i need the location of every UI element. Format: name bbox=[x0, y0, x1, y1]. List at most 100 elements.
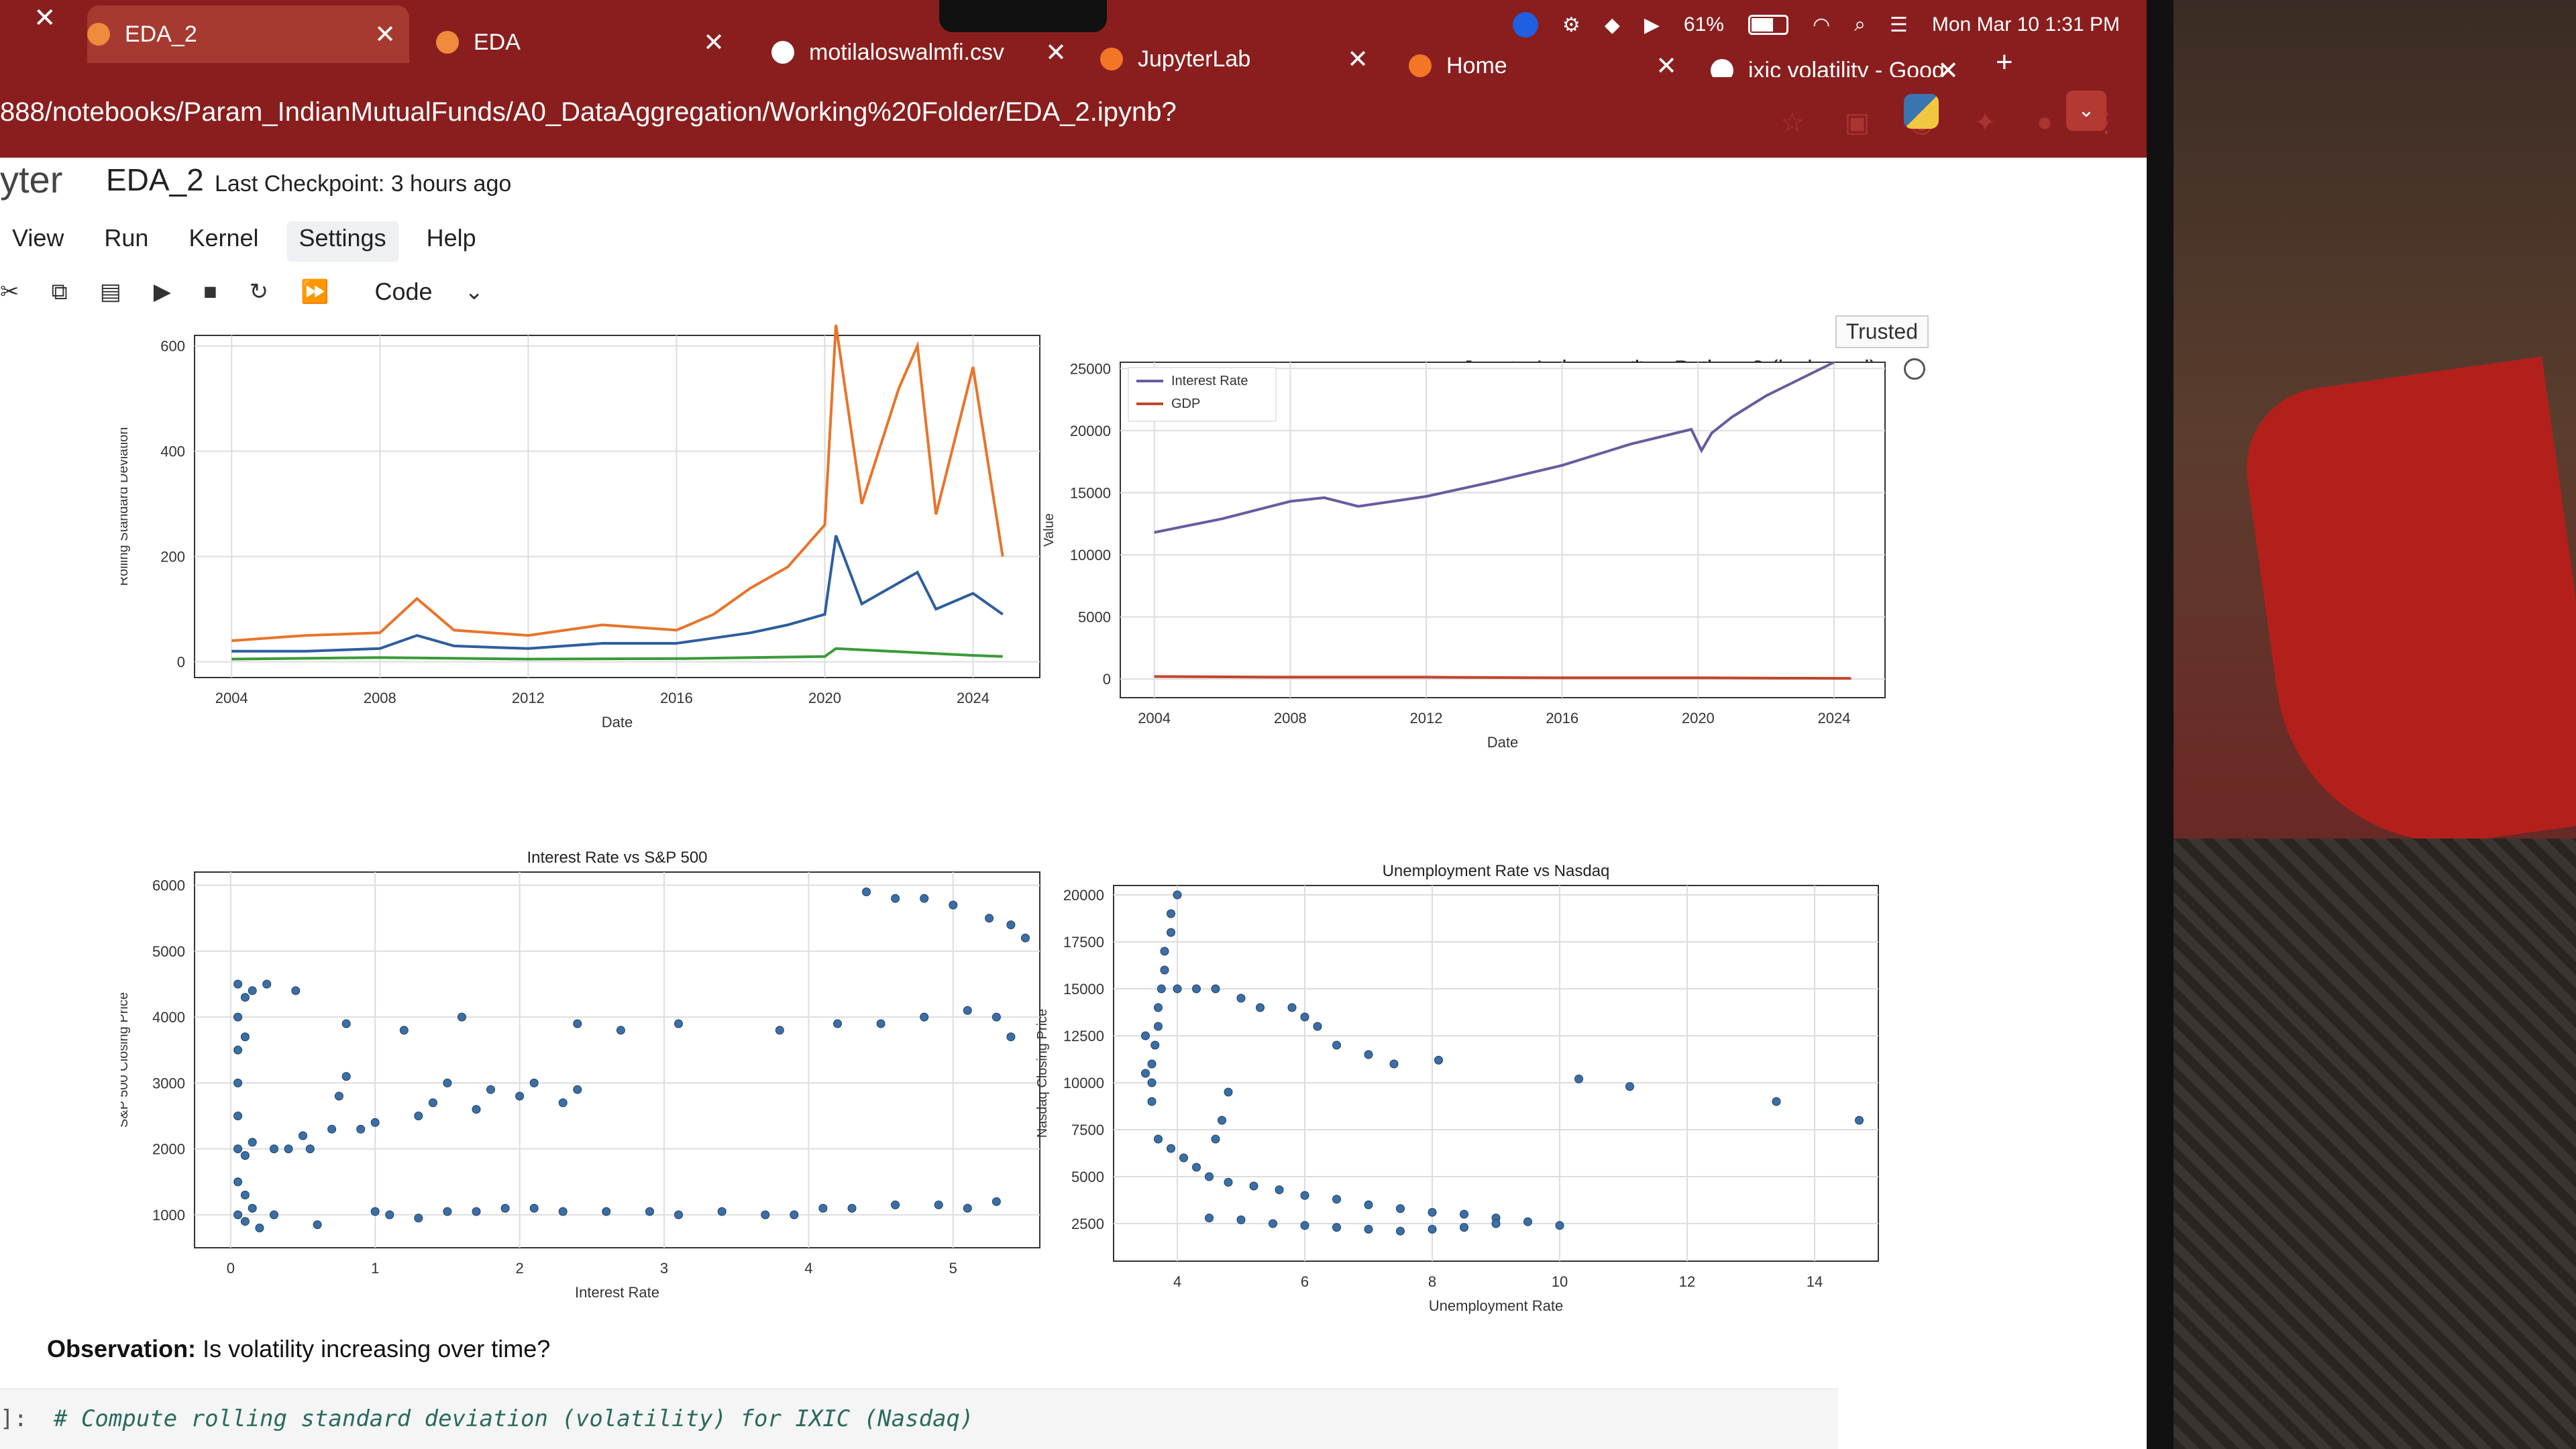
menu-item-view[interactable]: View bbox=[12, 224, 64, 252]
tab-eda-2[interactable]: EDA_2 ✕ bbox=[87, 5, 409, 63]
scatter-point bbox=[1364, 1224, 1373, 1234]
browser-tab-bar: ✕ EDA_2 ✕ EDA ✕ motilaloswalmfi.csv ✕ Ju… bbox=[0, 0, 2147, 85]
run-icon[interactable]: ▶ bbox=[153, 279, 172, 305]
scatter-point bbox=[1006, 920, 1016, 930]
menu-item-settings[interactable]: Settings bbox=[286, 221, 398, 262]
bookmark-star-icon[interactable]: ☆ bbox=[1780, 108, 1805, 138]
scatter-point bbox=[1154, 1003, 1163, 1012]
chevron-down-icon[interactable]: ⌄ bbox=[464, 279, 484, 305]
scatter-point bbox=[262, 979, 272, 989]
scatter-point bbox=[1218, 1116, 1226, 1125]
tab-home[interactable]: Home ✕ bbox=[1409, 37, 1690, 95]
x-tick-label: 2020 bbox=[808, 690, 841, 706]
scatter-point bbox=[240, 993, 250, 1002]
scatter-point bbox=[1211, 984, 1220, 994]
copy-icon[interactable]: ⧉ bbox=[51, 278, 68, 305]
scatter-point bbox=[1160, 947, 1169, 956]
scatter-point bbox=[573, 1085, 582, 1094]
shield-icon[interactable]: ◆ bbox=[1604, 13, 1620, 36]
cell-type-select[interactable]: Code bbox=[374, 278, 433, 305]
scatter-point bbox=[891, 1200, 900, 1210]
restart-run-all-icon[interactable]: ⏩ bbox=[301, 279, 329, 305]
close-tab-icon[interactable]: ✕ bbox=[1656, 52, 1677, 80]
trusted-badge[interactable]: Trusted bbox=[1835, 315, 1929, 348]
x-axis-label: Interest Rate bbox=[575, 1284, 659, 1301]
scatter-point bbox=[443, 1207, 452, 1216]
scatter-point bbox=[233, 1210, 243, 1220]
jupyter-icon bbox=[1409, 54, 1432, 77]
scatter-point bbox=[500, 1203, 510, 1213]
scatter-point bbox=[248, 1203, 257, 1213]
scatter-point bbox=[1364, 1200, 1373, 1210]
scatter-point bbox=[1434, 1055, 1443, 1065]
more-menu-icon[interactable]: ⋮ bbox=[2093, 108, 2120, 138]
close-tab-icon[interactable]: ✕ bbox=[1347, 45, 1368, 74]
scatter-point bbox=[1179, 1153, 1188, 1163]
tab-eda[interactable]: EDA ✕ bbox=[436, 13, 738, 71]
close-tab-icon[interactable]: ✕ bbox=[703, 28, 724, 57]
y-tick-label: 4000 bbox=[152, 1009, 185, 1026]
paste-icon[interactable]: ▤ bbox=[99, 279, 121, 305]
scatter-point bbox=[1173, 890, 1182, 900]
close-tab-icon[interactable]: ✕ bbox=[374, 20, 396, 49]
scatter-point bbox=[920, 1012, 929, 1022]
jupyter-logo[interactable]: yter bbox=[0, 158, 63, 201]
code-cell[interactable] bbox=[0, 1389, 1838, 1449]
scatter-point bbox=[1555, 1221, 1564, 1230]
spotlight-search-icon[interactable]: ⌕ bbox=[1854, 13, 1866, 36]
cut-icon[interactable]: ✂ bbox=[0, 279, 19, 305]
scatter-point bbox=[299, 1131, 307, 1140]
y-tick-label: 20000 bbox=[1063, 887, 1104, 904]
close-window-icon[interactable]: ✕ bbox=[34, 3, 56, 33]
url-text[interactable]: 888/notebooks/Param_IndianMutualFunds/A0… bbox=[0, 97, 1177, 127]
stop-icon[interactable]: ■ bbox=[203, 278, 217, 305]
close-tab-icon[interactable]: ✕ bbox=[1045, 38, 1067, 67]
play-icon[interactable]: ▶ bbox=[1644, 13, 1660, 36]
y-tick-label: 6000 bbox=[152, 877, 185, 894]
tab-csv[interactable]: motilaloswalmfi.csv ✕ bbox=[771, 23, 1080, 81]
scatter-point bbox=[1147, 1097, 1157, 1106]
scatter-point bbox=[1428, 1208, 1437, 1217]
y-tick-label: 7500 bbox=[1071, 1122, 1104, 1138]
new-tab-button[interactable]: + bbox=[1996, 46, 2013, 78]
zoom-icon[interactable] bbox=[1512, 12, 1538, 38]
tab-search-icon[interactable]: ⌄ bbox=[2066, 91, 2106, 131]
tab-jupyterlab[interactable]: JupyterLab ✕ bbox=[1100, 30, 1382, 88]
menu-item-help[interactable]: Help bbox=[426, 224, 476, 252]
gdp-chart: 2004 2008 2012 2016 2020 2024 0 5000 10000 15000 2… bbox=[1042, 360, 1886, 751]
battery-icon bbox=[1748, 15, 1788, 35]
scatter-point bbox=[1167, 909, 1175, 918]
scatter-point bbox=[891, 894, 900, 903]
code-comment[interactable]: # Compute rolling standard deviation (vo… bbox=[54, 1405, 974, 1432]
x-tick-label: 2004 bbox=[215, 690, 248, 706]
tab-label: JupyterLab bbox=[1138, 46, 1251, 72]
control-center-icon[interactable]: ☰ bbox=[1889, 13, 1908, 36]
y-tick-label: 5000 bbox=[1071, 1169, 1104, 1185]
x-tick-label: 6 bbox=[1301, 1273, 1309, 1290]
menu-item-run[interactable]: Run bbox=[104, 224, 149, 252]
profile-avatar[interactable]: ● bbox=[2036, 107, 2053, 137]
scatter-point bbox=[255, 1224, 264, 1232]
scatter-point bbox=[529, 1078, 539, 1087]
series-line bbox=[231, 535, 1004, 653]
scatter-point bbox=[313, 1220, 322, 1230]
menu-item-kernel[interactable]: Kernel bbox=[189, 224, 259, 252]
legend-box bbox=[1128, 367, 1277, 422]
scatter-point bbox=[233, 1177, 243, 1187]
jupyter-icon bbox=[1100, 48, 1123, 70]
wifi-icon[interactable]: ◠ bbox=[1812, 13, 1831, 36]
puzzle-icon[interactable]: ✦ bbox=[1974, 108, 1996, 138]
extension-icon[interactable]: ▣ bbox=[1844, 108, 1870, 138]
scatter-point bbox=[573, 1019, 582, 1028]
scatter-point bbox=[1192, 984, 1201, 994]
chart-title: Unemployment Rate vs Nasdaq bbox=[1383, 862, 1610, 880]
notebook-name[interactable]: EDA_2 bbox=[106, 162, 204, 197]
chatgpt-icon[interactable]: ⚙ bbox=[1562, 13, 1580, 36]
system-tray: ⚙ ◆ ▶ 61% ◠ ⌕ ☰ Mon Mar 10 1:31 PM bbox=[1512, 12, 2120, 38]
tab-label: EDA_2 bbox=[125, 21, 197, 47]
scatter-point bbox=[1287, 1003, 1297, 1012]
scatter-point bbox=[284, 1144, 293, 1154]
scatter-point bbox=[1256, 1003, 1265, 1012]
restart-icon[interactable]: ↻ bbox=[249, 279, 269, 305]
scatter-point bbox=[991, 1197, 1001, 1206]
